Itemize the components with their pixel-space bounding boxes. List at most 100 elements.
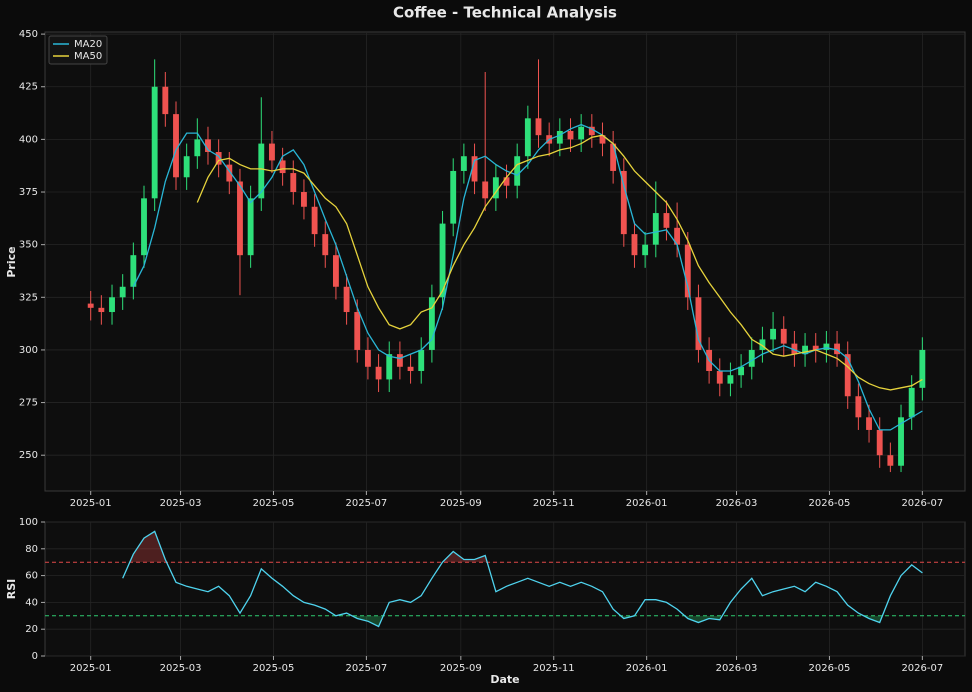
candle-body xyxy=(578,126,585,140)
candle-body xyxy=(844,354,851,397)
candle-body xyxy=(269,143,275,161)
candle-body xyxy=(919,349,926,388)
y-tick-label: 0 xyxy=(32,651,38,662)
candle-body xyxy=(87,303,94,308)
candle-body xyxy=(674,227,681,245)
moving-average-line xyxy=(196,134,923,391)
candle-body xyxy=(834,343,840,355)
candle-body xyxy=(109,297,115,313)
candle-body xyxy=(599,135,606,144)
legend-box xyxy=(48,35,108,65)
y-tick-label: 80 xyxy=(25,544,38,555)
candle-body xyxy=(503,177,510,186)
candle-body xyxy=(162,86,169,115)
candle-body xyxy=(652,213,659,245)
candle-body xyxy=(791,343,798,355)
candle-body xyxy=(258,143,265,199)
candle-body xyxy=(610,143,617,171)
candle-body xyxy=(215,152,222,165)
candle-body xyxy=(567,130,574,140)
candle-body xyxy=(237,181,243,256)
candle-body xyxy=(290,173,297,193)
x-tick-label: 2025-09 xyxy=(440,498,482,509)
y-tick-label: 20 xyxy=(25,624,38,635)
candle-body xyxy=(279,160,286,174)
chart-title: Coffee - Technical Analysis xyxy=(393,4,617,22)
x-tick-label: 2026-01 xyxy=(626,663,668,674)
candle-body xyxy=(364,349,371,367)
candle-body xyxy=(141,198,147,256)
candle-body xyxy=(194,139,201,157)
y-tick-label: 60 xyxy=(25,571,38,582)
candle-body xyxy=(855,396,862,418)
y-tick-label: 350 xyxy=(19,240,38,251)
candle-body xyxy=(620,170,627,235)
y-tick-label: 100 xyxy=(19,517,38,528)
candle-body xyxy=(524,118,531,157)
x-tick-label: 2025-07 xyxy=(345,663,387,674)
y-tick-label: 400 xyxy=(19,134,38,145)
candle-body xyxy=(780,328,787,344)
candle-body xyxy=(663,213,670,228)
candle-body xyxy=(695,297,702,350)
x-tick-label: 2026-07 xyxy=(901,498,943,509)
x-tick-label: 2026-03 xyxy=(716,498,758,509)
candle-body xyxy=(375,366,382,380)
candle-body xyxy=(396,354,403,367)
x-tick-label: 2025-07 xyxy=(345,498,387,509)
candle-body xyxy=(460,156,467,171)
rsi-line xyxy=(122,530,923,628)
plot-area xyxy=(44,521,966,657)
candle-body xyxy=(770,328,777,340)
candle-body xyxy=(908,387,915,418)
candle-body xyxy=(535,118,542,136)
candle-body xyxy=(151,86,158,199)
moving-average-line xyxy=(132,123,923,431)
x-tick-label: 2025-05 xyxy=(253,498,295,509)
legend-label: MA50 xyxy=(74,51,102,62)
x-tick-label: 2025-03 xyxy=(160,498,202,509)
legend-label: MA20 xyxy=(74,39,102,50)
candle-body xyxy=(354,312,361,350)
candle-body xyxy=(556,130,563,144)
candle-body xyxy=(205,139,211,153)
y-tick-label: 450 xyxy=(19,29,38,40)
candle-body xyxy=(642,244,649,256)
candle-body xyxy=(418,349,425,371)
y-axis-label: RSI xyxy=(5,579,18,600)
candle-body xyxy=(226,164,233,182)
y-tick-label: 425 xyxy=(19,82,38,93)
candle-body xyxy=(98,307,105,313)
plot-area xyxy=(44,31,966,492)
candle-body xyxy=(471,156,478,182)
candle-body xyxy=(322,234,329,256)
candle-body xyxy=(173,114,179,178)
candle-body xyxy=(428,297,435,350)
x-tick-label: 2025-01 xyxy=(70,498,112,509)
x-tick-label: 2026-07 xyxy=(901,663,943,674)
candle-body xyxy=(183,156,190,178)
candle-body xyxy=(332,255,339,287)
candle-body xyxy=(631,234,638,256)
y-tick-label: 250 xyxy=(19,450,38,461)
y-axis-label: Price xyxy=(5,246,18,277)
candle-body xyxy=(439,223,446,298)
candle-body xyxy=(898,417,904,466)
y-tick-label: 300 xyxy=(19,345,38,356)
candle-body xyxy=(247,198,254,256)
candle-body xyxy=(759,339,766,350)
candle-body xyxy=(386,354,393,380)
candle-body xyxy=(887,455,894,466)
candle-body xyxy=(738,366,745,376)
candle-body xyxy=(482,181,489,199)
candle-body xyxy=(119,286,126,298)
candle-body xyxy=(802,345,808,355)
candle-body xyxy=(684,244,691,298)
x-tick-label: 2025-05 xyxy=(253,663,295,674)
candle-body xyxy=(311,206,318,235)
x-tick-label: 2025-01 xyxy=(70,663,112,674)
candle-body xyxy=(588,126,595,136)
x-tick-label: 2026-05 xyxy=(809,498,851,509)
candle-body xyxy=(492,177,499,199)
